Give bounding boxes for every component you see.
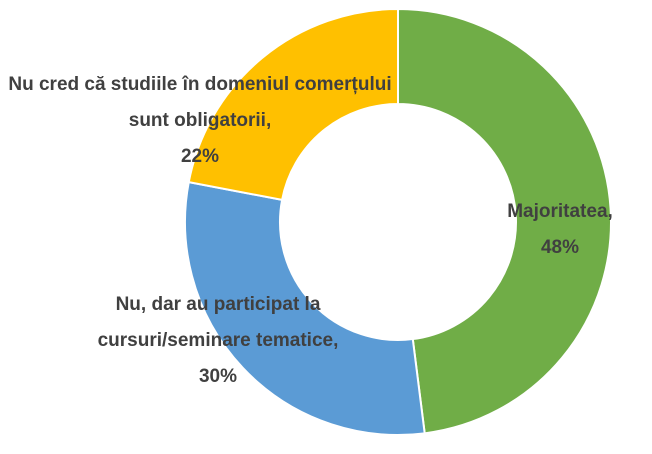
category-label: Nu cred că studiile în domeniul comerțul… (8, 74, 392, 131)
donut-slice (184, 180, 426, 436)
value-label: 48% (540, 237, 580, 258)
slice-label: Nu cred că studiile în domeniul comerțul… (0, 67, 400, 175)
category-label: Nu, dar au participat la cursuri/seminar… (97, 294, 339, 351)
slice-label: Majoritatea, 48% (470, 194, 650, 266)
slice-label: Nu, dar au participat la cursuri/seminar… (40, 287, 396, 395)
value-label: 22% (180, 146, 220, 167)
value-label: 30% (198, 366, 238, 387)
donut-slice (187, 7, 399, 202)
donut-slice (397, 7, 612, 435)
category-label: Majoritatea, (507, 201, 613, 222)
